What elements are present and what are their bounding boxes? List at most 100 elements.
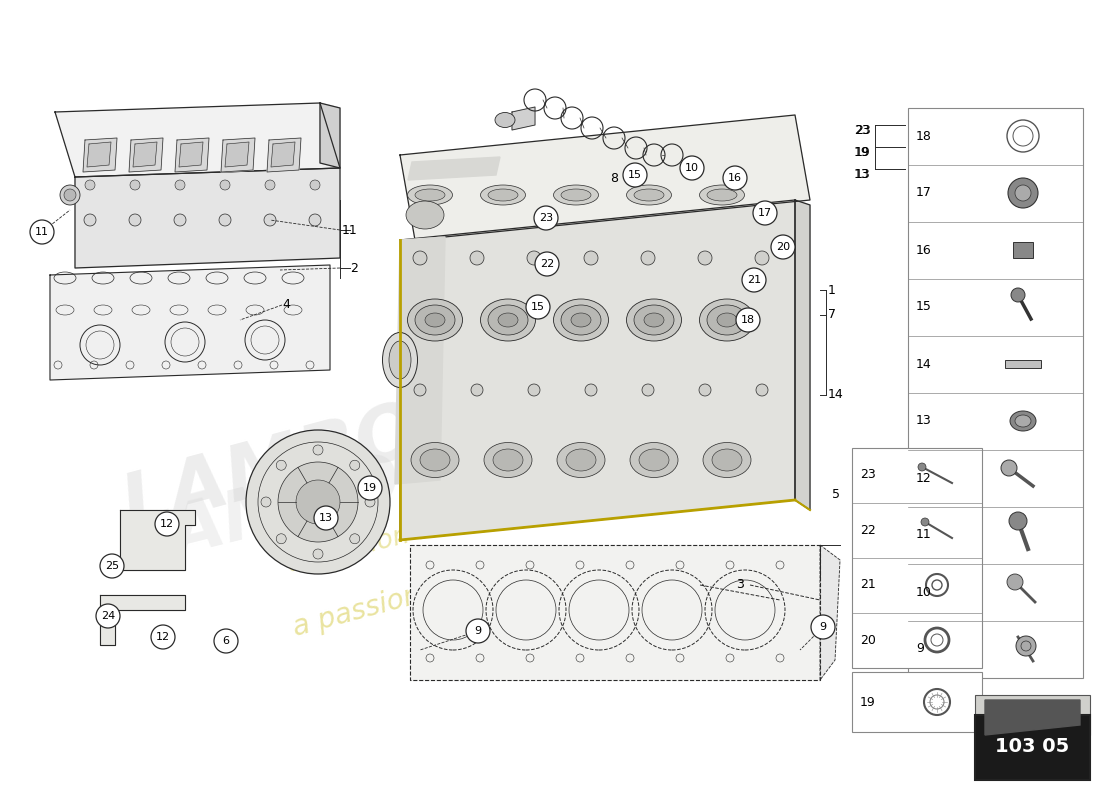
Circle shape <box>130 180 140 190</box>
Circle shape <box>265 180 275 190</box>
Text: 16: 16 <box>728 173 743 183</box>
Text: 10: 10 <box>685 163 698 173</box>
Polygon shape <box>320 103 340 168</box>
Text: 12: 12 <box>916 471 932 485</box>
Text: 23: 23 <box>855 123 871 137</box>
Circle shape <box>723 166 747 190</box>
Circle shape <box>1001 460 1018 476</box>
Ellipse shape <box>627 185 671 205</box>
Text: 9: 9 <box>820 622 826 632</box>
Ellipse shape <box>707 189 737 201</box>
Circle shape <box>466 619 490 643</box>
Text: 22: 22 <box>860 523 876 537</box>
Polygon shape <box>120 510 195 570</box>
Text: 21: 21 <box>747 275 761 285</box>
Circle shape <box>641 251 654 265</box>
Circle shape <box>811 615 835 639</box>
Circle shape <box>246 430 390 574</box>
Ellipse shape <box>634 305 674 335</box>
Text: 1: 1 <box>828 283 836 297</box>
Text: 5: 5 <box>832 489 840 502</box>
Circle shape <box>175 180 185 190</box>
Ellipse shape <box>707 305 747 335</box>
Text: 23: 23 <box>539 213 553 223</box>
Text: 19: 19 <box>860 695 876 709</box>
Circle shape <box>698 384 711 396</box>
Ellipse shape <box>639 449 669 471</box>
Text: 18: 18 <box>916 130 932 142</box>
Bar <box>852 448 982 668</box>
Text: 13: 13 <box>319 513 333 523</box>
Circle shape <box>264 214 276 226</box>
Ellipse shape <box>630 442 678 478</box>
Text: 21: 21 <box>860 578 876 591</box>
Circle shape <box>60 185 80 205</box>
Ellipse shape <box>498 313 518 327</box>
Circle shape <box>155 512 179 536</box>
Circle shape <box>642 384 654 396</box>
Circle shape <box>535 252 559 276</box>
Circle shape <box>276 534 286 544</box>
Circle shape <box>623 163 647 187</box>
Bar <box>975 695 1090 735</box>
Ellipse shape <box>566 449 596 471</box>
Ellipse shape <box>712 449 743 471</box>
Polygon shape <box>400 115 810 240</box>
Text: 13: 13 <box>854 167 870 181</box>
Ellipse shape <box>493 449 522 471</box>
Circle shape <box>527 251 541 265</box>
Circle shape <box>261 497 271 507</box>
Text: 24: 24 <box>101 611 116 621</box>
Text: 9: 9 <box>916 642 924 655</box>
Text: 13: 13 <box>855 167 871 181</box>
Text: 14: 14 <box>916 358 932 370</box>
Circle shape <box>310 180 320 190</box>
Circle shape <box>151 625 175 649</box>
Polygon shape <box>179 142 204 167</box>
Text: 16: 16 <box>916 243 932 257</box>
Ellipse shape <box>700 185 745 205</box>
Circle shape <box>30 220 54 244</box>
Circle shape <box>314 445 323 455</box>
Text: 15: 15 <box>531 302 544 312</box>
Ellipse shape <box>488 305 528 335</box>
Bar <box>1005 360 1041 368</box>
Ellipse shape <box>1015 415 1031 427</box>
Circle shape <box>921 518 929 526</box>
Circle shape <box>534 206 558 230</box>
Circle shape <box>220 180 230 190</box>
Ellipse shape <box>644 313 664 327</box>
Ellipse shape <box>406 201 444 229</box>
Text: 20: 20 <box>860 634 876 646</box>
Ellipse shape <box>700 299 755 341</box>
Text: 103 05: 103 05 <box>994 738 1069 757</box>
Ellipse shape <box>481 299 536 341</box>
Polygon shape <box>55 103 340 177</box>
Circle shape <box>85 180 95 190</box>
Text: 11: 11 <box>342 223 358 237</box>
Text: a passion for: a passion for <box>285 512 455 578</box>
Bar <box>975 715 1090 780</box>
Circle shape <box>276 460 286 470</box>
Bar <box>852 672 982 732</box>
Text: 23: 23 <box>860 469 876 482</box>
Ellipse shape <box>561 305 601 335</box>
Circle shape <box>470 251 484 265</box>
Circle shape <box>736 308 760 332</box>
Ellipse shape <box>420 449 450 471</box>
Text: 10: 10 <box>916 586 932 598</box>
Text: 6: 6 <box>222 636 230 646</box>
Polygon shape <box>100 595 185 645</box>
Circle shape <box>214 629 238 653</box>
Circle shape <box>219 214 231 226</box>
Text: 20: 20 <box>776 242 790 252</box>
Circle shape <box>1015 185 1031 201</box>
Ellipse shape <box>553 299 608 341</box>
Text: 11: 11 <box>916 529 932 542</box>
Text: 19: 19 <box>855 146 871 158</box>
Circle shape <box>680 156 704 180</box>
Circle shape <box>350 460 360 470</box>
Ellipse shape <box>1010 411 1036 431</box>
Polygon shape <box>50 265 330 380</box>
Text: 19: 19 <box>854 146 870 158</box>
